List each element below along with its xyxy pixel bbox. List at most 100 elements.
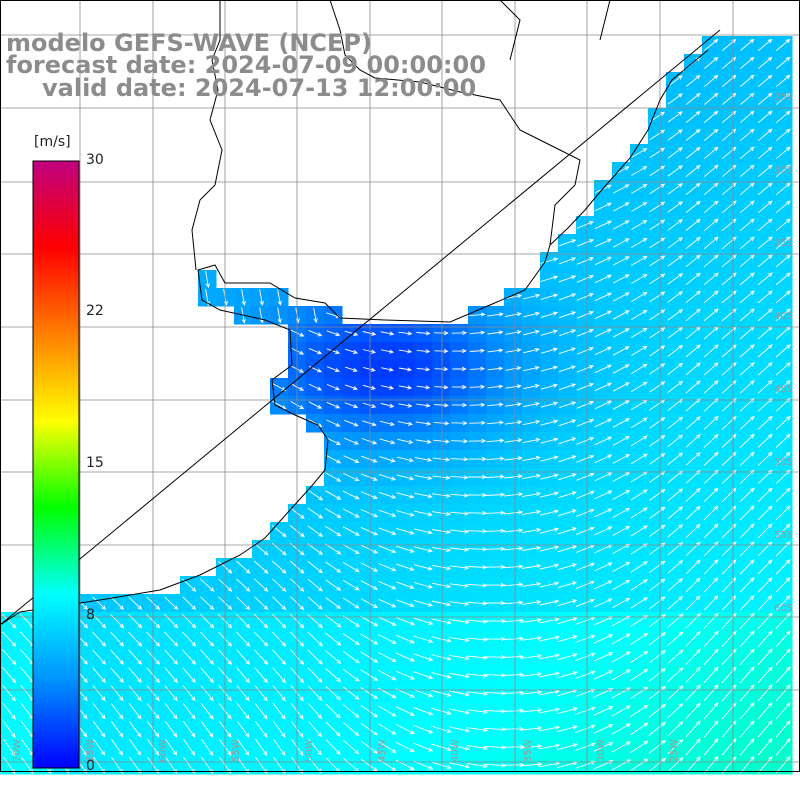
wind-arrow — [757, 577, 773, 593]
wind-arrow — [360, 704, 379, 718]
wind-arrow — [128, 596, 143, 610]
wind-arrow — [378, 580, 397, 590]
graticule — [0, 0, 800, 772]
wind-arrow — [775, 755, 791, 774]
wind-arrow — [343, 472, 360, 482]
wind-arrow — [485, 528, 506, 533]
wind-arrow — [739, 128, 755, 142]
wind-arrow — [613, 184, 630, 194]
wind-arrow — [451, 402, 468, 408]
wind-arrow — [342, 615, 360, 627]
wind-arrow — [630, 381, 648, 393]
wind-arrow — [757, 595, 773, 611]
wind-arrow — [538, 671, 561, 678]
wind-arrow — [593, 652, 614, 662]
wind-arrow — [325, 632, 342, 646]
wind-arrow — [538, 743, 561, 750]
wind-arrow — [344, 402, 359, 409]
wind-arrow — [539, 473, 559, 480]
wind-arrow — [308, 365, 322, 373]
wind-arrow — [110, 667, 124, 683]
wind-arrow — [398, 385, 413, 390]
wind-arrow — [757, 128, 773, 142]
wind-arrow — [241, 289, 246, 306]
wind-arrow — [520, 726, 543, 731]
wind-arrow — [594, 400, 613, 410]
wind-arrow — [667, 416, 684, 430]
wind-arrow — [200, 720, 214, 738]
wind-arrow — [648, 632, 666, 646]
wind-arrow — [594, 202, 612, 212]
wind-arrow — [413, 546, 433, 553]
wind-arrow — [757, 272, 773, 286]
wind-arrow — [200, 649, 215, 665]
wind-arrow — [740, 110, 755, 124]
wind-arrow — [433, 439, 450, 444]
wind-arrow — [721, 362, 737, 376]
latitude-label: 30S — [774, 165, 793, 176]
wind-arrow — [538, 707, 560, 714]
wind-arrow — [611, 723, 632, 735]
wind-arrow — [775, 272, 791, 286]
wind-arrow — [450, 439, 469, 444]
wind-arrow — [362, 384, 377, 390]
wind-arrow — [576, 365, 595, 373]
wind-arrow — [757, 702, 773, 720]
wind-arrow — [685, 434, 701, 448]
wind-arrow — [466, 673, 489, 678]
wind-arrow — [182, 703, 196, 720]
wind-arrow — [344, 419, 359, 427]
wind-arrow — [164, 613, 179, 629]
wind-arrow — [344, 366, 358, 372]
wind-arrow — [469, 402, 486, 407]
wind-arrow — [575, 724, 596, 733]
wind-arrow — [431, 707, 452, 715]
wind-arrow — [539, 509, 560, 516]
wind-arrow — [775, 541, 791, 557]
wind-arrow — [631, 327, 648, 338]
wind-arrow — [362, 331, 377, 336]
wind-arrow — [377, 652, 397, 662]
wind-arrow — [739, 308, 755, 322]
wind-arrow — [325, 685, 342, 701]
wind-arrow — [758, 92, 773, 105]
wind-arrow — [630, 668, 649, 682]
wind-arrow — [649, 147, 666, 159]
wind-arrow — [521, 527, 542, 534]
wind-arrow — [469, 312, 486, 317]
wind-arrow — [649, 255, 666, 267]
wind-arrow — [721, 720, 737, 738]
wind-arrow — [325, 508, 342, 519]
wind-arrow — [594, 310, 612, 320]
wind-arrow — [308, 329, 323, 337]
wind-arrow — [523, 365, 540, 372]
wind-arrow — [649, 327, 666, 339]
wind-arrow — [721, 738, 737, 756]
wind-arrow — [666, 667, 684, 683]
wind-arrow — [630, 561, 648, 573]
wind-arrow — [522, 329, 540, 336]
wind-arrow — [431, 546, 452, 553]
wind-arrow — [431, 582, 452, 589]
wind-arrow — [505, 312, 522, 317]
wind-arrow — [612, 220, 630, 230]
wind-arrow — [630, 453, 648, 465]
wind-arrow — [556, 725, 578, 733]
wind-arrow — [576, 383, 595, 391]
wind-arrow — [667, 344, 684, 357]
wind-arrow — [128, 631, 143, 647]
wind-arrow — [414, 510, 433, 517]
wind-arrow — [539, 491, 560, 498]
wind-arrow — [739, 146, 755, 160]
wind-arrow — [363, 366, 376, 372]
wind-arrow — [344, 348, 358, 354]
wind-arrow — [594, 454, 613, 464]
wind-arrow — [704, 56, 719, 69]
wind-arrow — [612, 202, 630, 212]
wind-arrow — [704, 128, 719, 141]
wind-arrow — [576, 220, 595, 229]
wind-arrow — [775, 577, 791, 593]
wind-arrow — [361, 438, 378, 445]
wind-arrow — [538, 761, 561, 768]
wind-arrow — [521, 545, 542, 551]
